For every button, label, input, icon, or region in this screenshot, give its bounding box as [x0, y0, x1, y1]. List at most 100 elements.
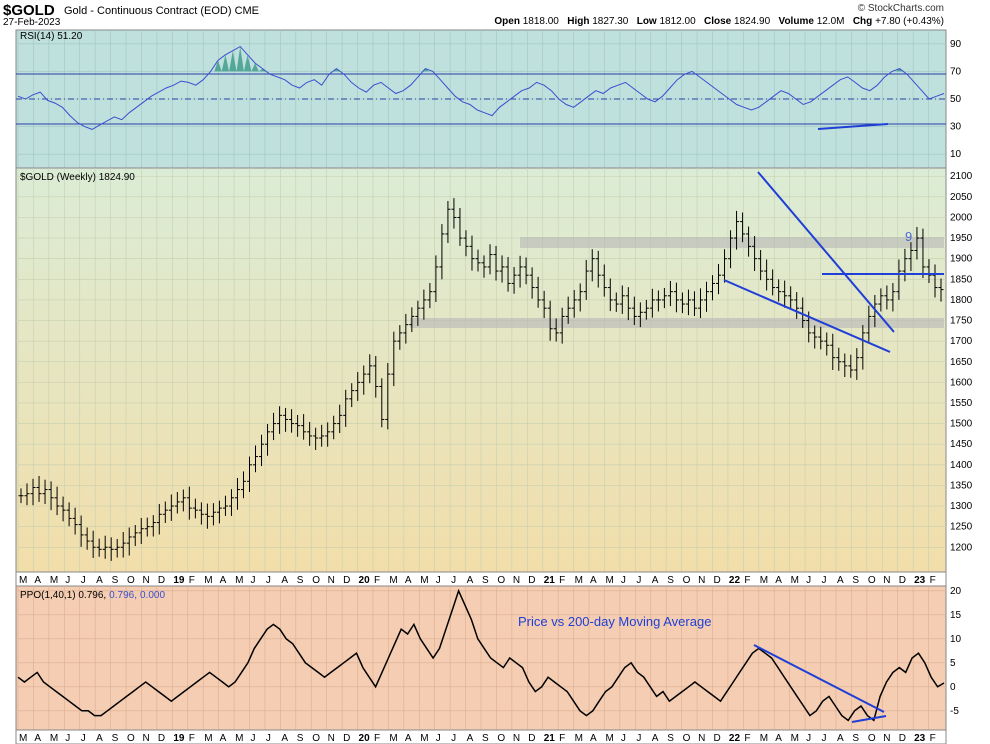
ppo-tick-label: 0 — [950, 682, 956, 693]
price-bar — [920, 228, 926, 279]
price-bar — [794, 292, 800, 319]
price-bar — [722, 249, 728, 283]
x-tick-label: N — [698, 733, 705, 744]
price-bar — [120, 532, 126, 558]
price-bar — [553, 318, 559, 342]
price-bar — [758, 250, 764, 281]
x-tick-label: S — [667, 733, 674, 744]
x-tick-label: A — [837, 733, 844, 744]
x-tick-label: A — [652, 733, 659, 744]
x-tick-label: M — [420, 733, 428, 744]
price-bar — [403, 313, 409, 344]
price-bar — [427, 283, 433, 309]
x-tick-label: J — [65, 733, 70, 744]
price-bar — [54, 486, 60, 516]
ppo-legend: PPO(1,40,1) 0.796, 0.796, 0.000 — [20, 590, 165, 601]
price-bar — [138, 517, 144, 544]
price-bar — [469, 235, 475, 271]
x-tick-label: M — [50, 575, 58, 586]
price-tick-label: 1200 — [950, 542, 973, 553]
x-tick-label: A — [467, 733, 474, 744]
price-bar — [926, 259, 932, 284]
price-bar — [643, 299, 649, 320]
price-bar — [36, 475, 42, 502]
x-tick-label: A — [34, 733, 41, 744]
price-bar — [30, 478, 36, 506]
price-tick-label: 1400 — [950, 460, 973, 471]
x-tick-label: M — [575, 733, 583, 744]
price-bar — [511, 266, 517, 294]
x-tick-label: A — [590, 733, 597, 744]
price-bar — [637, 302, 643, 328]
price-tick-label: 2050 — [950, 192, 973, 203]
x-tick-label: 20 — [359, 575, 371, 586]
x-tick-label: M — [235, 575, 243, 586]
ppo-tick-label: 5 — [950, 658, 956, 669]
price-bar — [204, 503, 210, 529]
price-bar — [42, 479, 48, 504]
price-bar — [451, 198, 457, 229]
price-bar — [391, 331, 397, 387]
price-bar — [716, 264, 722, 295]
price-bar — [457, 207, 463, 246]
price-bar — [734, 210, 740, 250]
price-bar — [271, 412, 277, 441]
price-tick-label: 2100 — [950, 171, 973, 182]
price-bar — [78, 515, 84, 547]
x-tick-label: J — [81, 733, 86, 744]
price-bar — [517, 255, 523, 288]
x-tick-label: 22 — [729, 733, 741, 744]
price-bar — [661, 287, 667, 309]
x-tick-label: J — [621, 575, 626, 586]
x-tick-label: M — [389, 733, 397, 744]
price-bar — [878, 288, 884, 312]
price-bar — [884, 285, 890, 310]
price-bar — [872, 294, 878, 328]
price-bar — [48, 481, 54, 511]
x-tick-label: A — [96, 575, 103, 586]
price-bar — [198, 502, 204, 525]
price-bar — [595, 250, 601, 288]
x-tick-label: M — [760, 575, 768, 586]
price-bar — [487, 244, 493, 275]
price-tick-label: 2000 — [950, 212, 973, 223]
x-tick-label: O — [497, 733, 505, 744]
x-tick-label: O — [868, 575, 876, 586]
x-tick-label: A — [405, 575, 412, 586]
x-tick-label: J — [806, 575, 811, 586]
x-tick-label: D — [343, 575, 350, 586]
price-bar — [523, 257, 529, 285]
price-bar — [547, 300, 553, 341]
x-tick-label: J — [251, 575, 256, 586]
price-bar — [854, 348, 860, 380]
x-tick-label: A — [837, 575, 844, 586]
ppo-downtrend-line — [753, 644, 885, 713]
price-bar — [860, 325, 866, 370]
price-bar — [770, 269, 776, 296]
price-bar — [126, 527, 132, 556]
x-tick-label: S — [297, 733, 304, 744]
price-tick-label: 1650 — [950, 357, 973, 368]
price-bar — [499, 255, 505, 283]
price-bar — [583, 259, 589, 300]
price-bar — [481, 255, 487, 278]
price-bar — [655, 290, 661, 312]
price-bar — [96, 538, 102, 557]
chart-header: $GOLD Gold - Continuous Contract (EOD) C… — [0, 0, 990, 30]
price-bar — [180, 489, 186, 512]
price-tick-label: 1700 — [950, 336, 973, 347]
price-bar — [649, 288, 655, 318]
x-tick-label: A — [220, 575, 227, 586]
x-tick-label: D — [899, 575, 906, 586]
price-bar — [277, 406, 283, 434]
x-tick-label: D — [158, 575, 165, 586]
price-bar — [812, 325, 818, 349]
price-bar — [253, 445, 259, 473]
price-bar — [162, 501, 168, 523]
x-tick-label: S — [112, 575, 119, 586]
x-tick-label: J — [822, 733, 827, 744]
price-bar — [601, 264, 607, 297]
x-tick-label: S — [852, 575, 859, 586]
x-tick-label: N — [328, 733, 335, 744]
